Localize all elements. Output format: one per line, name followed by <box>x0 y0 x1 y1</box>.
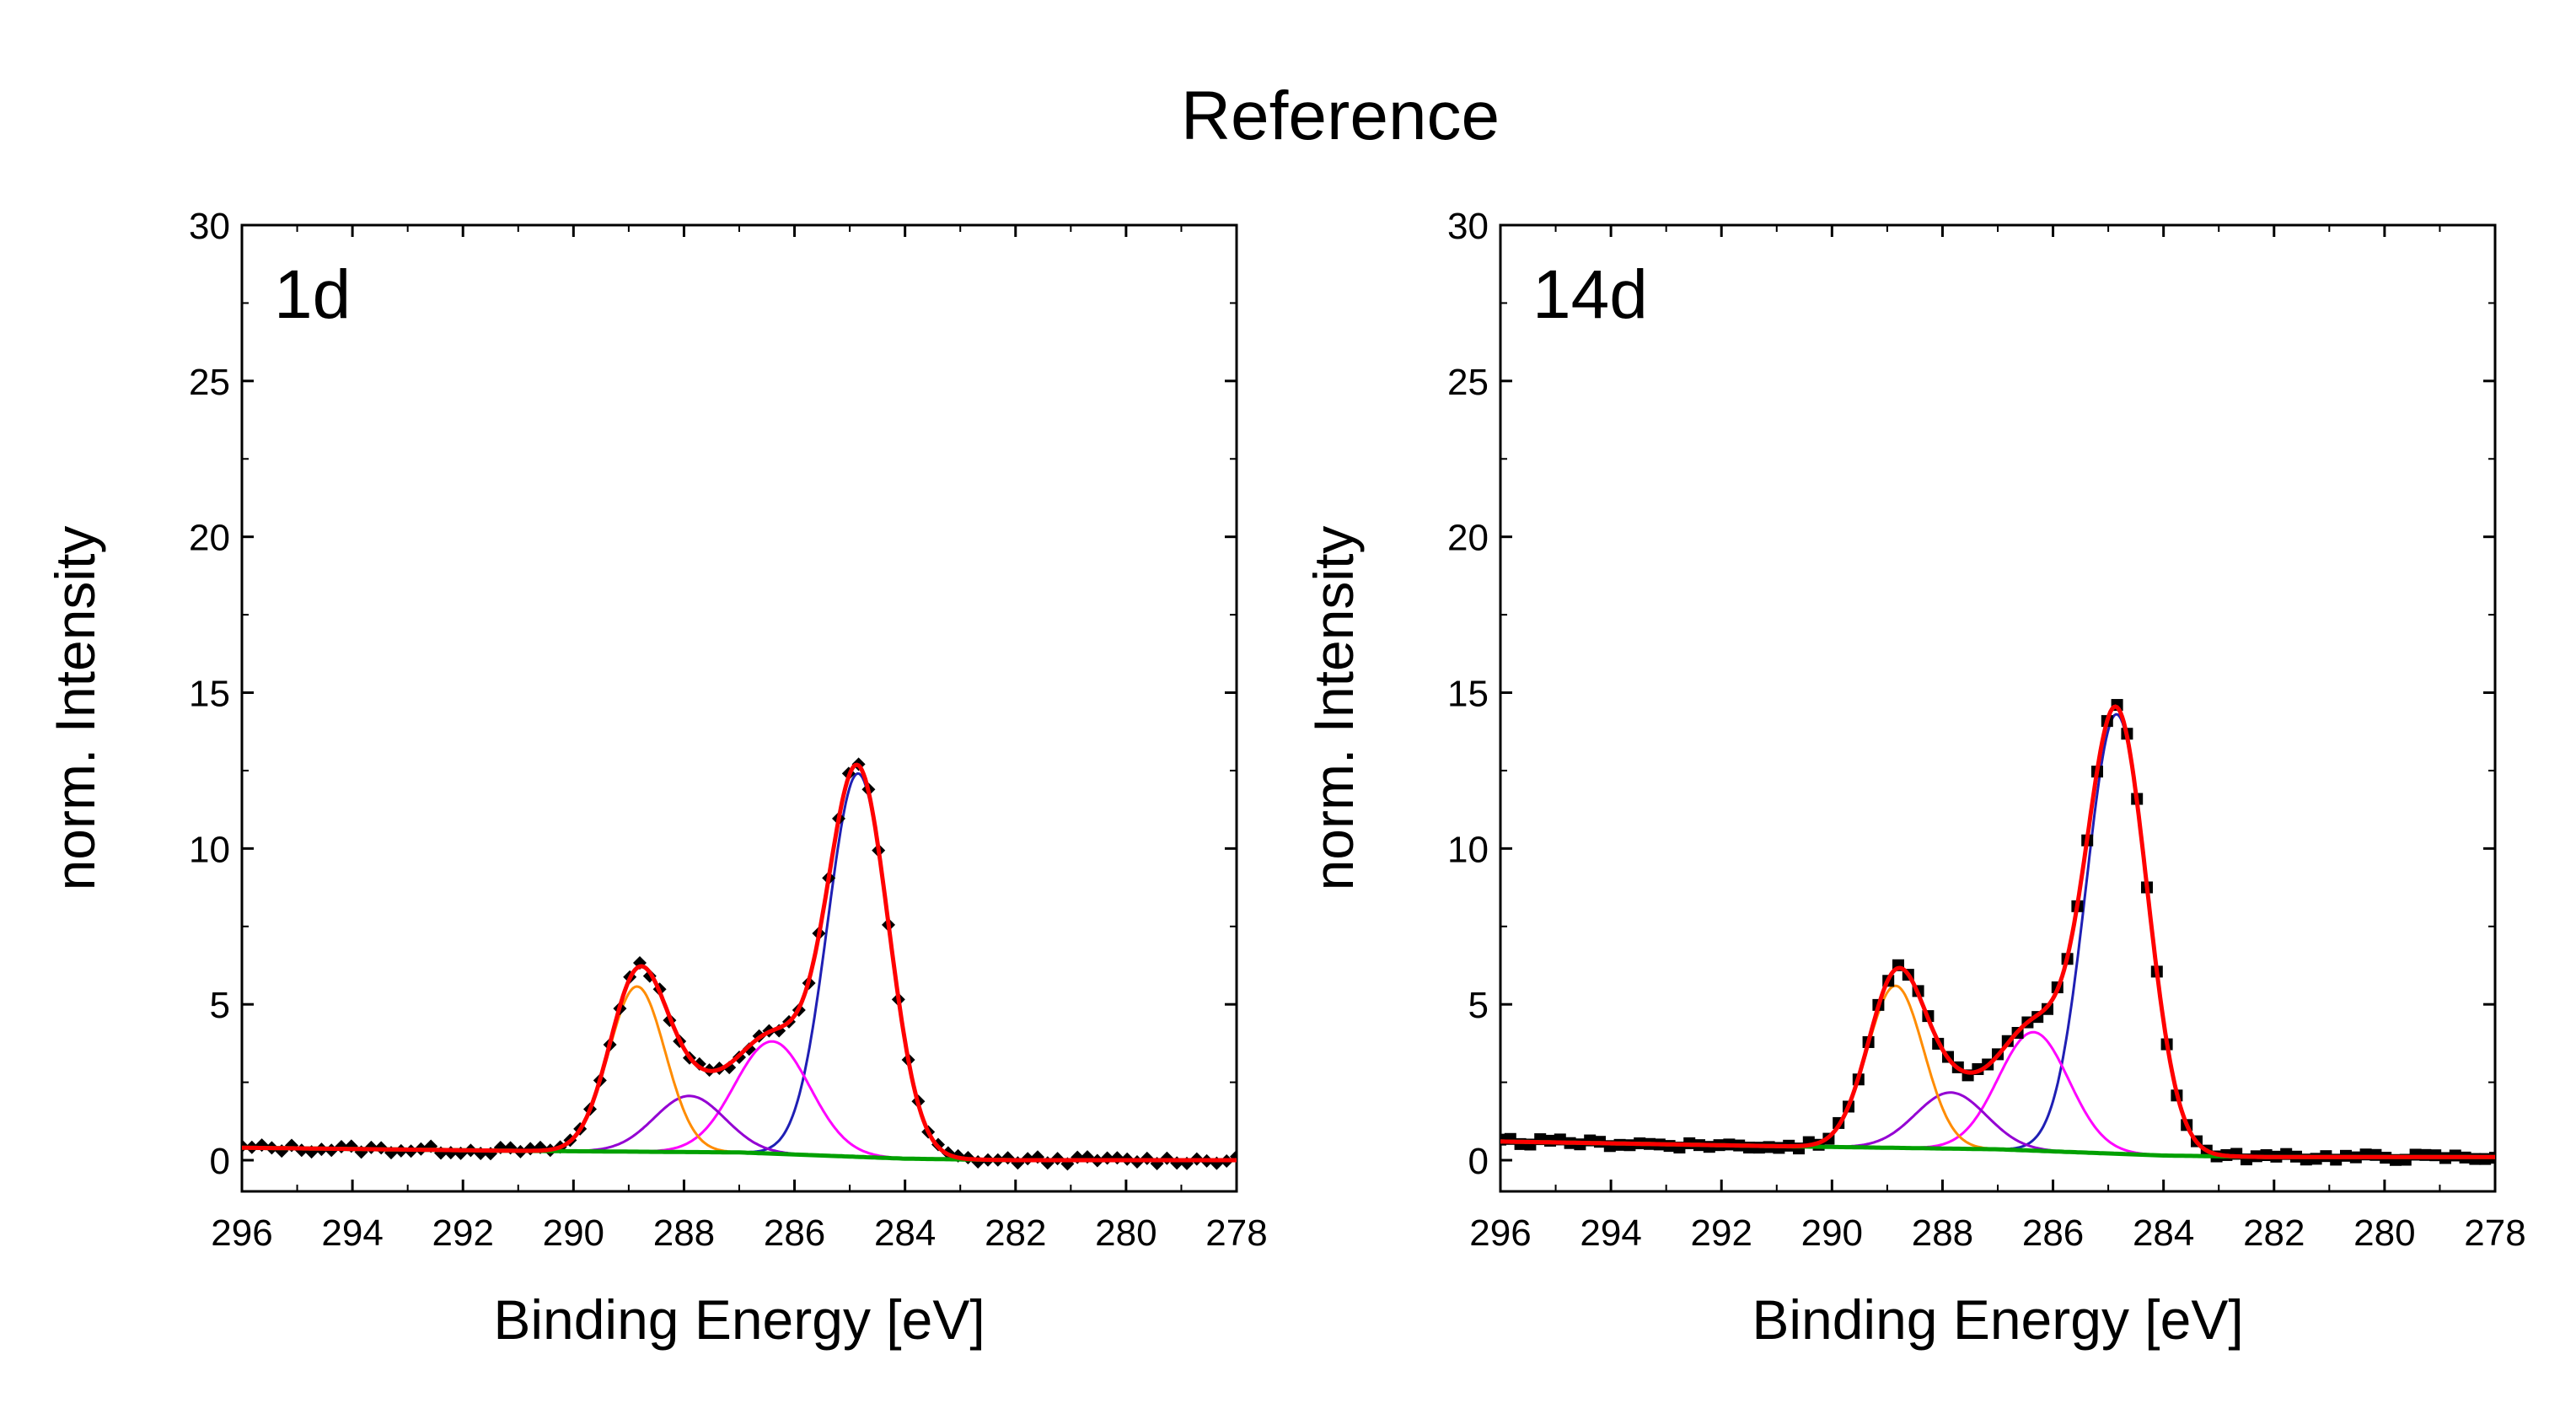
x-tick-label: 290 <box>543 1212 604 1254</box>
y-tick-label: 25 <box>189 362 230 403</box>
y-tick-label: 15 <box>189 674 230 715</box>
y-tick-label: 20 <box>1447 518 1489 559</box>
chart-panel-1d: 296 294 292 290 288 286 284 282 280 278 0 5 10 15 20 25… <box>44 206 1268 1351</box>
plot-area <box>1500 699 2495 1166</box>
y-tick-label: 5 <box>1468 985 1489 1026</box>
x-tick-label: 280 <box>2353 1212 2415 1254</box>
plot-frame <box>1499 223 2497 1193</box>
x-tick-label: 294 <box>1580 1212 1641 1254</box>
x-tick-label: 278 <box>2464 1212 2525 1254</box>
x-tick-label: 292 <box>432 1212 494 1254</box>
y-tick-label: 0 <box>210 1141 230 1182</box>
y-tick-label: 15 <box>1447 674 1489 715</box>
component-peak-o-c-o <box>416 985 857 1158</box>
x-tick-label: 278 <box>1205 1212 1267 1254</box>
x-tick-label: 284 <box>874 1212 936 1254</box>
x-tick-label: 286 <box>764 1212 825 1254</box>
component-peak-c-o <box>551 1040 993 1162</box>
x-axis-label: Binding Energy [eV] <box>493 1288 985 1351</box>
figure-title: Reference <box>1181 78 1500 154</box>
y-axis-label: norm. Intensity <box>1302 526 1365 891</box>
x-tick-label: 288 <box>653 1212 715 1254</box>
plot-frame <box>240 223 1238 1193</box>
y-tick-label: 30 <box>1447 206 1489 247</box>
x-tick-label: 288 <box>1912 1212 1973 1254</box>
x-axis-label: Binding Energy [eV] <box>1752 1288 2243 1351</box>
y-tick-label: 0 <box>1468 1141 1489 1182</box>
x-tick-label: 284 <box>2133 1212 2194 1254</box>
y-axis-label: norm. Intensity <box>44 526 106 891</box>
y-tick-label: 30 <box>189 206 230 247</box>
y-tick-label: 10 <box>189 829 230 870</box>
x-tick-label: 296 <box>211 1212 272 1254</box>
y-tick-label: 10 <box>1447 829 1489 870</box>
x-tick-label: 282 <box>985 1212 1046 1254</box>
component-peak-c-c <box>636 771 1078 1162</box>
x-tick-label: 290 <box>1801 1212 1863 1254</box>
fit-envelope-line <box>1500 704 2495 1159</box>
x-tick-label: 286 <box>2022 1212 2084 1254</box>
plot-area <box>242 757 1237 1171</box>
y-tick-label: 25 <box>1447 362 1489 403</box>
x-tick-label: 282 <box>2243 1212 2305 1254</box>
y-tick-label: 20 <box>189 518 230 559</box>
panel-label: 14d <box>1532 256 1648 333</box>
chart-panel-14d: 296 294 292 290 288 286 284 282 280 278 0 5 10 15 20 25… <box>1302 206 2526 1351</box>
component-peak-c-o <box>1812 1030 2254 1158</box>
component-peak-c-c <box>1895 712 2337 1158</box>
fit-envelope-line <box>242 762 1237 1163</box>
x-tick-label: 294 <box>321 1212 383 1254</box>
x-tick-label: 296 <box>1469 1212 1531 1254</box>
x-tick-label: 280 <box>1095 1212 1157 1254</box>
y-tick-label: 5 <box>210 985 230 1026</box>
x-tick-label: 292 <box>1691 1212 1752 1254</box>
panel-label: 1d <box>274 256 351 333</box>
